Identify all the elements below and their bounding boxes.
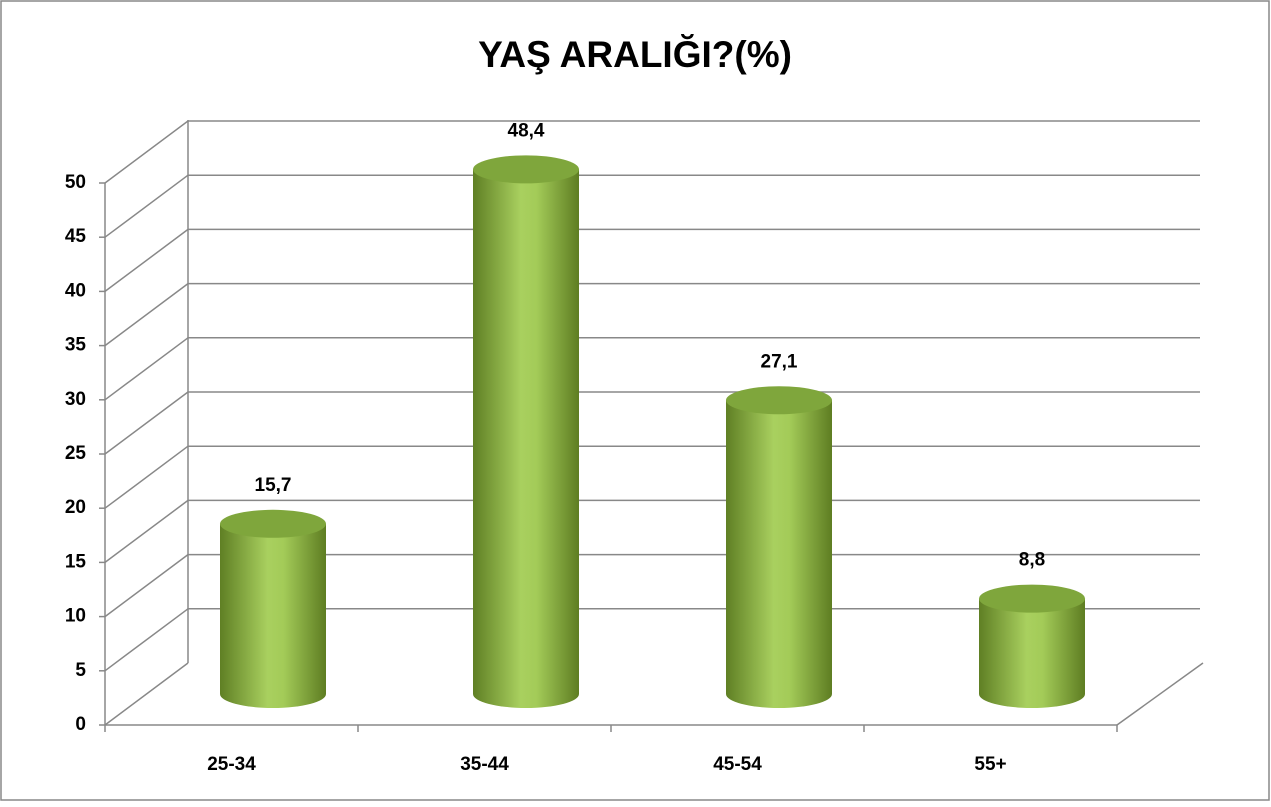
y-tick-label: 5: [75, 660, 86, 681]
x-tick-label: 35-44: [460, 754, 509, 775]
bar: [220, 509, 326, 708]
grid-line: [104, 391, 189, 455]
bar-top: [473, 155, 579, 184]
grid-line: [104, 120, 189, 184]
value-label: 8,8: [1019, 550, 1045, 571]
bar-top: [220, 509, 326, 538]
y-tick-label: 50: [65, 172, 86, 193]
value-label: 48,4: [508, 120, 545, 141]
grid-line: [104, 499, 189, 564]
grid-line: [104, 337, 189, 401]
grid-line: [104, 445, 189, 509]
bar-body: [473, 169, 579, 708]
grid-line: [104, 608, 189, 672]
grid-line: [104, 662, 189, 726]
bar-body: [220, 523, 326, 708]
y-tick-label: 10: [65, 606, 86, 627]
bar-body: [979, 598, 1085, 708]
bar: [979, 584, 1085, 708]
y-tick-label: 35: [65, 335, 87, 356]
bar-top: [979, 584, 1085, 613]
chart-title: YAŞ ARALIĞI?(%): [478, 34, 792, 75]
x-tick-label: 25-34: [207, 754, 256, 775]
floor-right: [1116, 662, 1204, 726]
grid-line: [104, 174, 189, 238]
grid-line: [104, 282, 189, 347]
value-label: 27,1: [761, 351, 798, 372]
y-tick-label: 30: [65, 389, 86, 410]
bar: [726, 386, 832, 708]
bar: [473, 155, 579, 708]
y-tick-label: 20: [65, 497, 86, 518]
grid-line: [104, 553, 189, 618]
y-tick-label: 15: [65, 551, 87, 572]
y-tick-label: 0: [75, 714, 86, 735]
bar-top: [726, 386, 832, 415]
x-tick-label: 45-54: [713, 754, 762, 775]
bar-body: [726, 400, 832, 708]
value-label: 15,7: [255, 475, 292, 496]
x-tick-label: 55+: [974, 754, 1006, 775]
y-tick-label: 40: [65, 280, 86, 301]
y-tick-label: 25: [65, 443, 87, 464]
grid-line: [104, 228, 189, 293]
y-tick-label: 45: [65, 226, 87, 247]
